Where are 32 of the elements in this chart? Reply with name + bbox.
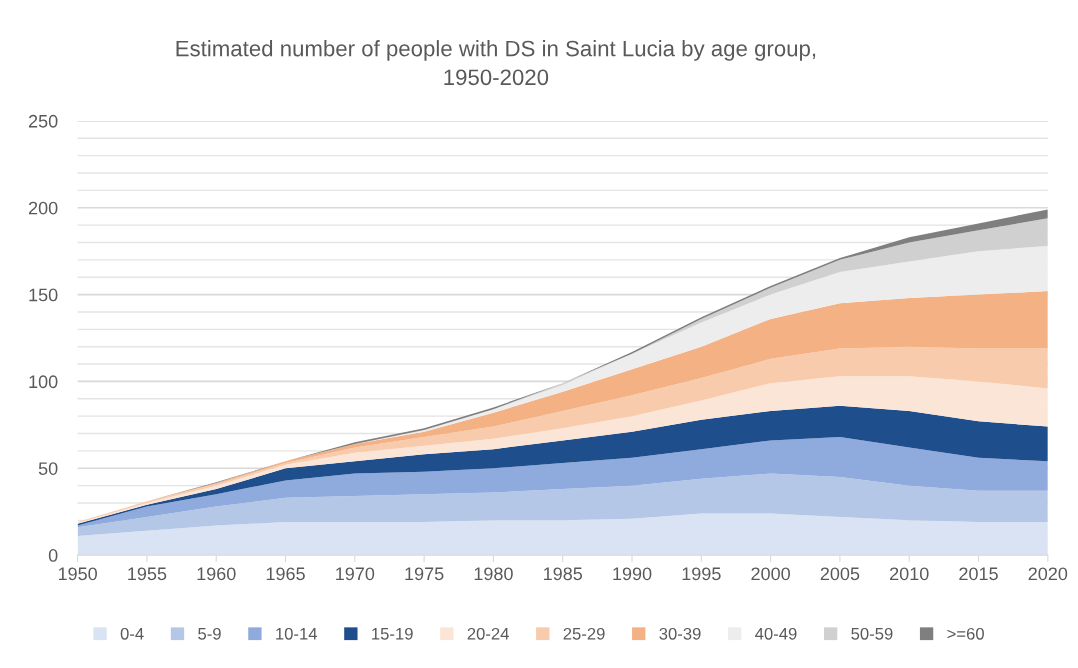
x-tick-label: 1985 (544, 567, 583, 581)
x-tick-label: 1970 (336, 567, 375, 581)
legend-label: 40-49 (755, 627, 797, 640)
y-tick-label: 100 (29, 375, 58, 389)
y-tick-label: 0 (48, 549, 58, 562)
x-tick-label: 2015 (959, 567, 998, 581)
y-tick-label: 150 (29, 288, 58, 302)
y-tick-label: 250 (28, 114, 58, 128)
x-tick-label: 1960 (197, 567, 236, 581)
x-tick-label: 1975 (405, 567, 444, 581)
legend-label: 50-59 (851, 627, 893, 640)
x-tick-label: 1990 (613, 567, 652, 581)
legend-label: 15-19 (372, 627, 413, 640)
legend-label: >=60 (947, 627, 984, 640)
x-tick-label: 1950 (58, 567, 97, 581)
x-tick-label: 2000 (751, 567, 790, 581)
x-tick-label: 2010 (890, 567, 929, 581)
legend-label: 10-14 (276, 627, 318, 640)
x-tick-label: 1955 (128, 567, 167, 581)
legend-label: 25-29 (563, 627, 605, 640)
legend-label: 5-9 (198, 627, 221, 640)
x-tick-label: 1995 (682, 567, 721, 581)
legend-label: 20-24 (467, 627, 509, 640)
y-tick-label: 50 (38, 462, 58, 475)
x-tick-label: 1980 (474, 567, 513, 581)
legend-label: 0-4 (120, 627, 144, 640)
x-tick-label: 1965 (266, 567, 305, 581)
chart-title: Estimated number of people with DS in Saint Lucia by age group, 1950-2020 (176, 40, 816, 86)
x-tick-label: 2005 (820, 567, 860, 581)
legend-label: 30-39 (659, 627, 701, 640)
x-tick-label: 2020 (1028, 567, 1068, 581)
y-tick-label: 200 (28, 201, 58, 215)
